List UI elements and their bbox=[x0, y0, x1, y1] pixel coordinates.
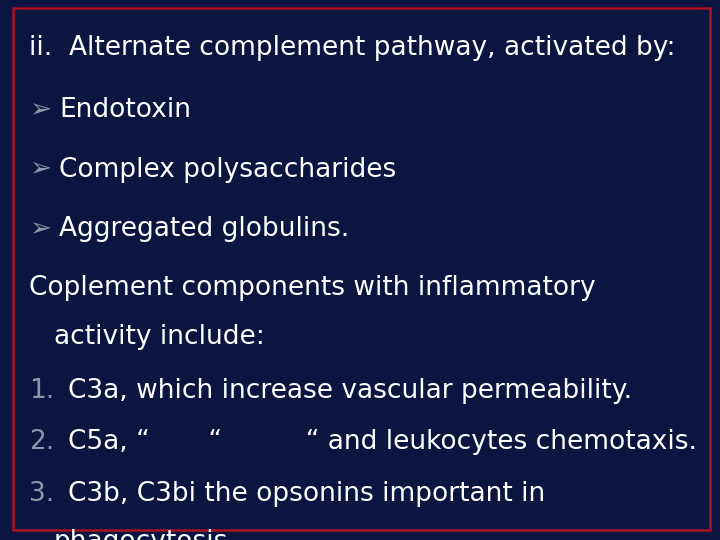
Text: ➢: ➢ bbox=[29, 157, 51, 183]
Text: Complex polysaccharides: Complex polysaccharides bbox=[59, 157, 396, 183]
Text: 3.: 3. bbox=[29, 481, 54, 507]
Text: C5a, “       “          “ and leukocytes chemotaxis.: C5a, “ “ “ and leukocytes chemotaxis. bbox=[68, 429, 698, 455]
Text: 2.: 2. bbox=[29, 429, 54, 455]
Text: ➢: ➢ bbox=[29, 216, 51, 242]
Text: ii.  Alternate complement pathway, activated by:: ii. Alternate complement pathway, activa… bbox=[29, 35, 675, 61]
Text: C3b, C3bi the opsonins important in: C3b, C3bi the opsonins important in bbox=[68, 481, 546, 507]
Text: ➢: ➢ bbox=[29, 97, 51, 123]
Text: Coplement components with inflammatory: Coplement components with inflammatory bbox=[29, 275, 595, 301]
Text: C3a, which increase vascular permeability.: C3a, which increase vascular permeabilit… bbox=[68, 378, 633, 404]
Text: 1.: 1. bbox=[29, 378, 54, 404]
Text: Endotoxin: Endotoxin bbox=[59, 97, 191, 123]
Text: phagocytosis.: phagocytosis. bbox=[54, 529, 237, 540]
Text: activity include:: activity include: bbox=[54, 324, 265, 350]
Text: Aggregated globulins.: Aggregated globulins. bbox=[59, 216, 349, 242]
